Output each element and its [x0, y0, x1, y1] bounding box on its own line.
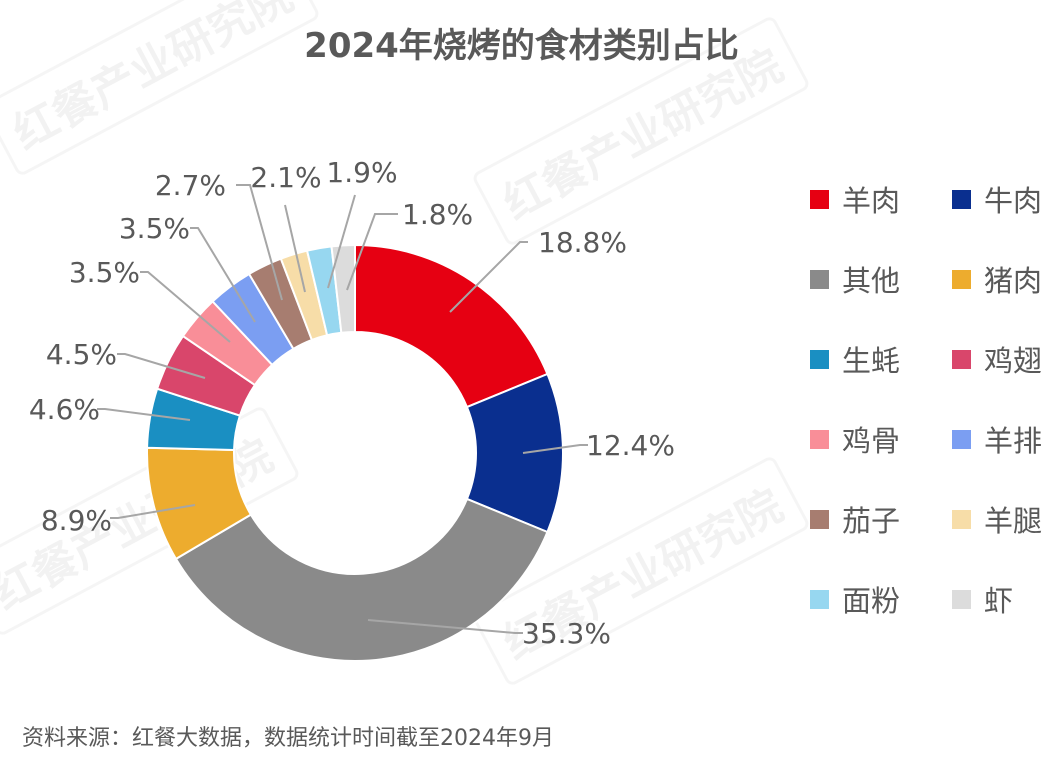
- leader-line: [117, 353, 206, 379]
- data-label: 35.3%: [522, 617, 611, 650]
- legend-item: 鸡骨: [810, 418, 900, 460]
- leader-line: [236, 184, 283, 301]
- leader-line: [327, 194, 356, 289]
- legend-label: 羊腿: [984, 504, 1043, 538]
- legend-label: 鸡骨: [842, 424, 901, 458]
- legend-swatch: [952, 349, 971, 369]
- leader-line: [367, 619, 523, 634]
- source-note: 资料来源：红餐大数据，数据统计时间截至2024年9月: [22, 726, 554, 751]
- leader-line: [110, 504, 196, 519]
- legend-item: 面粉: [810, 578, 900, 620]
- data-label: 1.9%: [326, 156, 397, 189]
- legend-swatch: [810, 509, 829, 529]
- leader-line: [449, 241, 528, 313]
- legend-item: 羊腿: [952, 498, 1042, 540]
- slice-羊肉: [354, 243, 549, 409]
- legend-item: 其他: [810, 258, 900, 300]
- data-label: 18.8%: [538, 226, 627, 259]
- legend-label: 猪肉: [984, 264, 1043, 298]
- legend-label: 牛肉: [984, 184, 1043, 218]
- legend-swatch: [952, 429, 971, 449]
- chart-title: 2024年烧烤的食材类别占比: [304, 26, 739, 66]
- legend-item: 羊肉: [810, 178, 900, 220]
- data-label: 1.8%: [402, 198, 473, 231]
- legend-item: 鸡翅: [952, 338, 1042, 380]
- legend-label: 虾: [984, 584, 1014, 618]
- data-label: 8.9%: [41, 504, 112, 537]
- legend-label: 鸡翅: [984, 344, 1043, 378]
- data-label: 3.5%: [119, 212, 190, 245]
- legend-swatch: [952, 269, 971, 289]
- legend-label: 羊肉: [842, 184, 901, 218]
- leader-line: [346, 213, 398, 291]
- legend-swatch: [810, 189, 829, 209]
- legend-item: 茄子: [810, 498, 900, 540]
- legend-item: 牛肉: [952, 178, 1042, 220]
- leader-line: [190, 227, 256, 323]
- data-label: 12.4%: [586, 429, 675, 462]
- legend-label: 茄子: [842, 504, 901, 538]
- data-label: 2.7%: [155, 169, 226, 202]
- leader-line: [140, 271, 231, 343]
- legend-item: 羊排: [952, 418, 1042, 460]
- legend-item: 生蚝: [810, 338, 900, 380]
- leader-line: [522, 444, 588, 454]
- legend-label: 面粉: [842, 584, 901, 618]
- data-label: 4.6%: [29, 393, 100, 426]
- data-label: 3.5%: [69, 256, 140, 289]
- leader-line: [97, 408, 191, 421]
- legend-item: 虾: [952, 578, 1013, 620]
- legend-swatch: [952, 509, 971, 529]
- legend-label: 羊排: [984, 424, 1043, 458]
- legend-swatch: [810, 589, 829, 609]
- data-label: 2.1%: [250, 161, 321, 194]
- legend-swatch: [810, 269, 829, 289]
- legend-swatch: [952, 589, 971, 609]
- legend-label: 其他: [842, 264, 901, 298]
- legend-swatch: [810, 429, 829, 449]
- legend-swatch: [952, 189, 971, 209]
- slice-其他: [174, 497, 549, 662]
- legend-swatch: [810, 349, 829, 369]
- leader-line: [284, 204, 306, 293]
- legend-item: 猪肉: [952, 258, 1042, 300]
- data-label: 4.5%: [46, 338, 117, 371]
- legend-label: 生蚝: [842, 344, 901, 378]
